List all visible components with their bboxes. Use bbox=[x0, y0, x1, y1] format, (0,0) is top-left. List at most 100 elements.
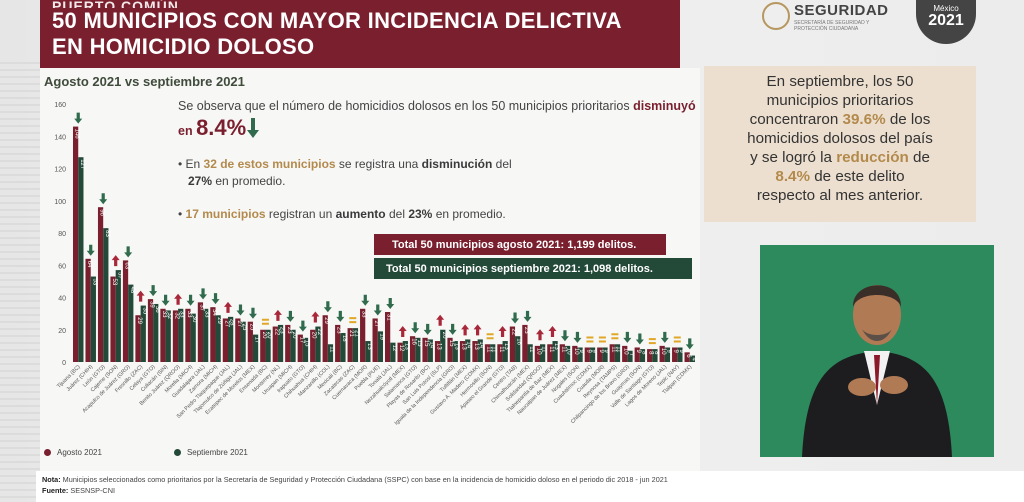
callout-line-7: respecto al mes anterior. bbox=[756, 187, 924, 204]
up-arrow-icon bbox=[548, 326, 557, 338]
data-label-august: 29 bbox=[136, 317, 142, 324]
callout-line-4: homicidios dolosos del país bbox=[747, 130, 933, 147]
bullet2-mid: registran un bbox=[265, 207, 336, 221]
down-arrow-icon bbox=[211, 293, 220, 305]
data-label-august: 10 bbox=[660, 348, 666, 355]
data-label-august: 23 bbox=[286, 327, 292, 334]
bullet2-highlight: 17 municipios bbox=[185, 207, 266, 221]
bar-august bbox=[335, 324, 341, 362]
data-label-september: 11 bbox=[616, 346, 622, 353]
bullet2-post: en promedio. bbox=[432, 207, 506, 221]
data-label-august: 33 bbox=[361, 311, 367, 318]
data-label-september: 17 bbox=[254, 337, 260, 344]
down-arrow-icon bbox=[373, 304, 382, 316]
bar-september bbox=[78, 157, 84, 362]
data-label-september: 53 bbox=[91, 279, 97, 286]
down-arrow-icon bbox=[86, 244, 95, 256]
bar-august bbox=[310, 329, 316, 362]
data-label-august: 13 bbox=[473, 343, 479, 350]
bar-august bbox=[672, 347, 678, 362]
equal-icon bbox=[611, 337, 619, 340]
data-label-august: 64 bbox=[86, 261, 92, 268]
up-arrow-icon bbox=[223, 301, 232, 313]
data-label-august: 11 bbox=[485, 346, 491, 353]
bullet2-pct: 23% bbox=[408, 207, 433, 221]
title-banner: PUERTO COMÚN 50 MUNICIPIOS CON MAYOR INC… bbox=[40, 0, 680, 68]
bullet1-post: del bbox=[492, 157, 512, 171]
data-label-august: 13 bbox=[436, 343, 442, 350]
up-arrow-icon bbox=[273, 309, 282, 321]
bar-august bbox=[272, 326, 278, 362]
bar-september bbox=[228, 316, 234, 362]
data-label-august: 29 bbox=[323, 317, 329, 324]
callout-l5-post: de bbox=[908, 149, 930, 166]
callout-line-6: 8.4% de este delito bbox=[714, 167, 966, 186]
up-arrow-icon bbox=[136, 290, 145, 302]
bar-august bbox=[397, 342, 403, 362]
equal-icon bbox=[486, 333, 494, 336]
legend-september-swatch bbox=[173, 449, 181, 456]
data-label-august: 32 bbox=[173, 312, 179, 319]
bar-september bbox=[103, 228, 109, 362]
bar-september bbox=[165, 310, 171, 362]
sign-language-video bbox=[760, 245, 994, 457]
down-arrow-icon bbox=[523, 310, 532, 322]
callout-line-1: En septiembre, los 50 bbox=[766, 73, 914, 90]
bar-august bbox=[122, 260, 129, 362]
year-2021: 2021 bbox=[928, 12, 964, 29]
bar-september bbox=[415, 337, 421, 362]
bar-august bbox=[497, 344, 503, 362]
data-label-august: 20 bbox=[311, 332, 317, 339]
data-label-september: 14 bbox=[478, 341, 484, 348]
up-arrow-icon bbox=[398, 326, 407, 338]
bar-september bbox=[440, 329, 446, 362]
data-label-august: 53 bbox=[111, 279, 117, 286]
bar-august bbox=[409, 336, 416, 362]
bar-august bbox=[572, 345, 578, 362]
bar-september bbox=[652, 349, 658, 362]
data-label-september: 32 bbox=[166, 312, 172, 319]
y-tick-label: 60 bbox=[58, 263, 66, 270]
y-tick-label: 120 bbox=[54, 167, 66, 174]
bar-august bbox=[360, 308, 366, 362]
bar-september bbox=[515, 336, 521, 362]
data-label-september: 11 bbox=[328, 346, 334, 353]
callout-reduction-pct: 8.4% bbox=[775, 168, 811, 185]
y-tick-label: 160 bbox=[54, 102, 66, 109]
data-label-september: 8 bbox=[640, 351, 646, 355]
data-label-september: 9 bbox=[678, 349, 684, 353]
data-label-september: 20 bbox=[441, 332, 447, 339]
down-arrow-icon bbox=[149, 285, 158, 297]
description-bold: disminuyó en bbox=[178, 99, 696, 138]
bar-september bbox=[540, 344, 546, 362]
equal-icon bbox=[349, 321, 357, 324]
bar-august bbox=[534, 345, 540, 362]
data-label-september: 14 bbox=[428, 341, 434, 348]
data-label-september: 21 bbox=[353, 330, 359, 337]
data-label-august: 6 bbox=[685, 354, 691, 358]
data-label-august: 146 bbox=[74, 129, 80, 140]
bar-september bbox=[589, 347, 596, 362]
down-arrow-icon bbox=[573, 331, 582, 343]
bar-august bbox=[147, 299, 154, 362]
data-label-september: 20 bbox=[266, 332, 272, 339]
y-tick-label: 80 bbox=[58, 231, 66, 238]
decorative-stripe bbox=[0, 62, 40, 502]
bar-september bbox=[327, 344, 334, 362]
up-arrow-icon bbox=[436, 314, 445, 326]
data-label-august: 33 bbox=[186, 311, 192, 318]
down-arrow-icon bbox=[411, 322, 420, 334]
callout-percentage: 39.6% bbox=[842, 111, 886, 128]
equal-icon bbox=[611, 333, 619, 336]
data-label-august: 37 bbox=[198, 304, 204, 311]
up-arrow-icon bbox=[111, 255, 120, 267]
y-tick-label: 100 bbox=[54, 199, 66, 206]
bar-september bbox=[90, 276, 96, 362]
data-label-september: 8 bbox=[653, 351, 659, 355]
bar-august bbox=[110, 276, 116, 362]
data-label-august: 23 bbox=[336, 327, 342, 334]
data-label-august: 33 bbox=[161, 311, 167, 318]
bar-september bbox=[153, 303, 159, 362]
y-tick-label: 140 bbox=[54, 134, 66, 141]
data-label-september: 13 bbox=[453, 343, 459, 350]
